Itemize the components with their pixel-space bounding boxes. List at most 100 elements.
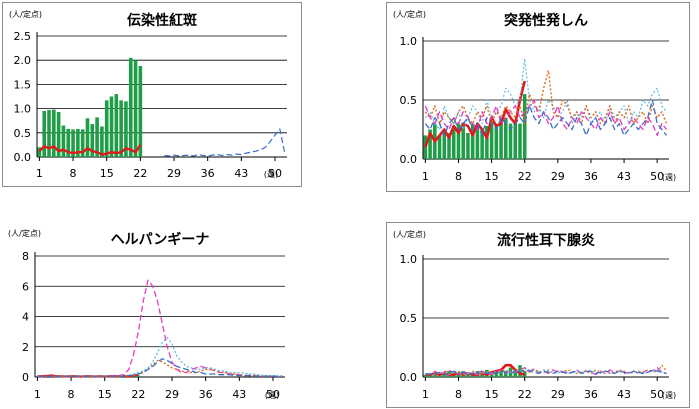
bar: [437, 135, 442, 159]
x-tick-label: 8: [455, 170, 462, 183]
bar: [90, 124, 95, 157]
bar: [466, 133, 470, 159]
x-tick-label: 50: [650, 170, 664, 183]
y-tick-label: 1.5: [14, 78, 32, 91]
x-tick-label: 15: [98, 388, 112, 401]
y-unit-label: (人/定点): [393, 9, 426, 19]
bar: [85, 118, 90, 157]
bar: [138, 66, 143, 157]
bar: [428, 129, 432, 159]
bar: [119, 100, 123, 157]
y-tick-label: 1.0: [400, 253, 418, 266]
y-tick-label: 2.0: [14, 54, 32, 67]
x-tick-label: 36: [199, 388, 213, 401]
bar: [489, 117, 494, 159]
bar: [42, 111, 47, 157]
y-tick-label: 0: [22, 371, 29, 384]
x-unit-label: (週): [264, 170, 278, 179]
y-tick-label: 4: [22, 311, 29, 324]
chart-title: 突発性発しん: [504, 12, 588, 29]
x-tick-label: 43: [232, 388, 246, 401]
series-line: [425, 369, 667, 376]
bar: [109, 96, 114, 157]
y-tick-label: 1.0: [14, 103, 32, 116]
x-tick-label: 29: [167, 167, 181, 180]
y-unit-label: (人/定点): [8, 228, 41, 238]
chart-panel-erythema: 伝染性紅斑 (人/定点) 0.0 0.5 1.0 1.5 2.0 2.5 1 8 15 22 29 36 4…: [2, 2, 302, 187]
bar: [66, 128, 71, 157]
series-line: [425, 364, 668, 376]
bar: [442, 129, 447, 159]
x-tick-label: 36: [584, 388, 598, 401]
bar: [131, 376, 136, 377]
series-line: [37, 279, 283, 378]
y-tick-label: 2.5: [14, 30, 32, 43]
x-tick-label: 22: [518, 388, 532, 401]
x-tick-label: 1: [34, 388, 41, 401]
bar: [95, 117, 99, 157]
bar: [61, 125, 66, 157]
y-tick-label: 0.5: [400, 312, 418, 325]
y-tick-label: 8: [22, 250, 29, 263]
x-tick-label: 36: [584, 170, 598, 183]
x-tick-label: 1: [36, 167, 43, 180]
bar: [133, 60, 138, 158]
bar: [456, 123, 461, 159]
chart-erythema-infectiosum: 伝染性紅斑 (人/定点) 0.0 0.5 1.0 1.5 2.0 2.5 1 8 15 22 29 36 4…: [9, 9, 287, 180]
x-tick-label: 29: [551, 170, 565, 183]
series-line: [424, 69, 668, 125]
chart-herpangina: ヘルパンギーナ (人/定点) 0 2 4 6 8 1 8 15 22 29 36 43 50(週): [8, 228, 285, 401]
series-line: [37, 358, 283, 377]
chart-title: 流行性耳下腺炎: [497, 232, 595, 249]
y-tick-label: 0.0: [400, 153, 418, 166]
bar: [508, 123, 513, 159]
x-tick-label: 15: [100, 167, 114, 180]
x-tick-label: 43: [234, 167, 248, 180]
y-tick-label: 0.0: [14, 151, 32, 164]
chart-panel-exanthem: 突発性発しん (人/定点) 0.0 0.5 1.0 1 8 15 22 29 36 43 50 (週): [386, 2, 690, 192]
y-tick-label: 6: [22, 280, 29, 293]
bar: [499, 369, 503, 377]
bar: [522, 94, 527, 159]
bar: [71, 129, 75, 157]
bar: [447, 133, 451, 159]
x-tick-label: 29: [551, 388, 565, 401]
series-line: [164, 128, 286, 157]
bar: [494, 123, 499, 159]
series-line: [424, 99, 668, 137]
y-tick-label: 2: [22, 341, 29, 354]
bar: [480, 129, 484, 159]
x-tick-label: 43: [617, 388, 631, 401]
x-tick-label: 15: [485, 388, 499, 401]
bar: [456, 373, 461, 377]
x-tick-label: 1: [422, 388, 429, 401]
series-line: [37, 337, 283, 378]
x-tick-label: 22: [518, 170, 532, 183]
x-tick-label: 29: [165, 388, 179, 401]
x-tick-label: 8: [455, 388, 462, 401]
x-unit-label: (週): [662, 173, 676, 182]
bar: [513, 121, 518, 159]
bar: [504, 117, 508, 159]
bar: [76, 128, 80, 157]
chart-title: 伝染性紅斑: [127, 12, 197, 29]
bar: [423, 135, 428, 159]
y-unit-label: (人/定点): [393, 229, 426, 239]
y-tick-label: 0.5: [400, 94, 418, 107]
x-tick-label: 8: [70, 167, 77, 180]
bar: [47, 110, 51, 157]
bar: [513, 369, 518, 377]
bar: [52, 109, 56, 157]
chart-mumps: 流行性耳下腺炎 (人/定点) 0.0 0.5 1.0 1 8 15 22 29 36 43 50(週): [393, 229, 676, 401]
x-tick-label: 22: [133, 167, 147, 180]
bar: [485, 125, 489, 159]
y-tick-label: 0.5: [14, 127, 32, 140]
bar: [470, 123, 475, 159]
bar: [451, 125, 456, 159]
bar: [104, 100, 109, 157]
x-unit-label: (週): [265, 391, 279, 400]
x-tick-label: 36: [201, 167, 215, 180]
bar: [461, 123, 465, 159]
x-tick-label: 50: [266, 388, 280, 401]
chart-exanthem-subitum: 突発性発しん (人/定点) 0.0 0.5 1.0 1 8 15 22 29 36 43 50(週): [393, 9, 676, 183]
